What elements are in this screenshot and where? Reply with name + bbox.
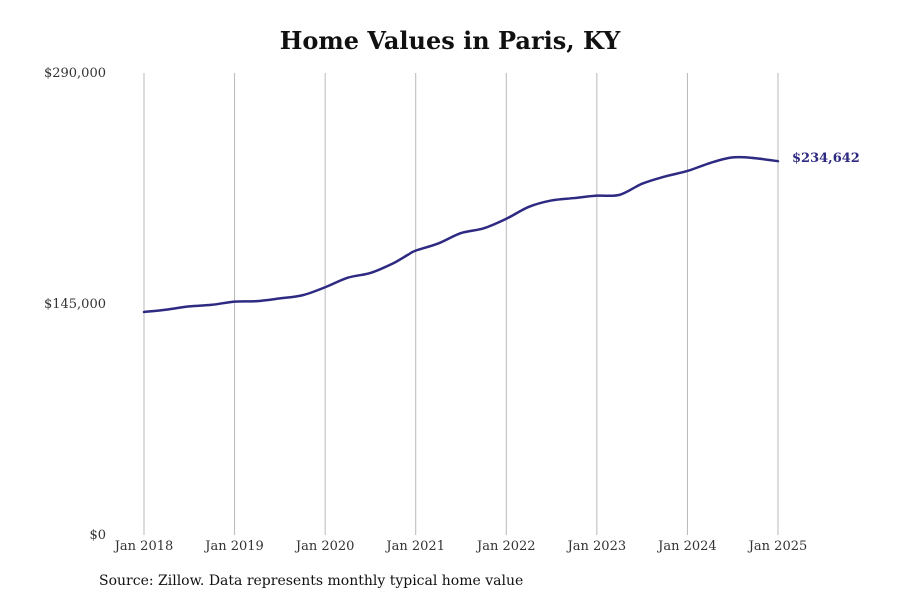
x-tick-label: Jan 2022 xyxy=(475,539,536,554)
series-layer xyxy=(142,155,780,314)
x-tick-label: Jan 2024 xyxy=(656,539,717,554)
y-axis-ticks: $0 $145,000 $290,000 xyxy=(44,66,106,543)
annotations: $234,642 xyxy=(792,151,860,166)
end-value-label: $234,642 xyxy=(792,151,860,166)
series-line xyxy=(142,155,780,314)
x-tick-label: Jan 2025 xyxy=(747,539,808,554)
source-note: Source: Zillow. Data represents monthly … xyxy=(99,573,524,589)
y-tick-label: $290,000 xyxy=(44,66,106,81)
y-tick-label: $145,000 xyxy=(44,297,106,312)
y-tick-label: $0 xyxy=(89,528,106,543)
x-tick-label: Jan 2018 xyxy=(113,539,174,554)
x-tick-label: Jan 2023 xyxy=(566,539,627,554)
x-tick-label: Jan 2021 xyxy=(384,539,445,554)
x-tick-label: Jan 2019 xyxy=(203,539,264,554)
chart-title: Home Values in Paris, KY xyxy=(279,26,621,55)
gridlines xyxy=(143,73,779,535)
x-tick-label: Jan 2020 xyxy=(294,539,355,554)
x-axis-ticks: Jan 2018 Jan 2019 Jan 2020 Jan 2021 Jan 2022… xyxy=(113,539,808,554)
